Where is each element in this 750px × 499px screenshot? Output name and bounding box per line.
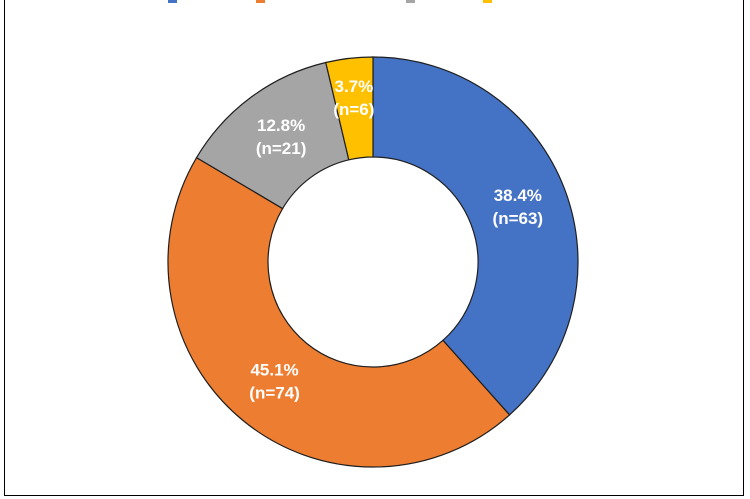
data-label-percent-4: 3.7% — [334, 77, 373, 96]
data-label-percent-3: 12.8% — [257, 116, 305, 135]
data-label-percent-2: 45.1% — [250, 361, 298, 380]
data-label-percent-1: 38.4% — [494, 186, 542, 205]
donut-slice-1 — [372, 56, 579, 416]
donut-slice-4 — [325, 56, 374, 161]
legend-swatch-2 — [256, 0, 265, 3]
data-label-count-3: (n=21) — [256, 139, 307, 158]
data-label-count-4: (n=6) — [333, 100, 374, 119]
donut-slice-2 — [167, 156, 511, 468]
data-label-count-1: (n=63) — [493, 209, 544, 228]
data-label-count-2: (n=74) — [249, 384, 300, 403]
legend-swatch-4 — [483, 0, 492, 3]
legend-swatch-1 — [168, 0, 177, 3]
legend-swatch-3 — [406, 0, 415, 3]
